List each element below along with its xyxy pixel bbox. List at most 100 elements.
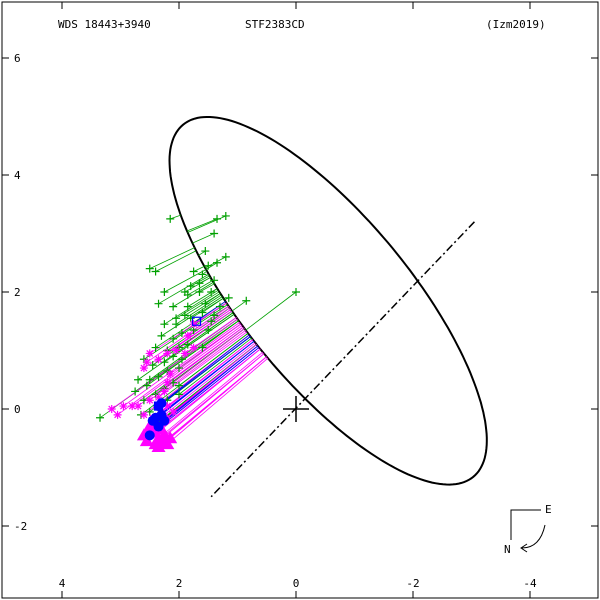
residual-line: [193, 265, 205, 272]
micrometer-point: [215, 302, 224, 311]
micrometer-point: [160, 288, 169, 296]
residual-line: [123, 321, 241, 407]
residual-line: [198, 250, 206, 256]
micrometer-point: [131, 387, 140, 396]
residual-line: [199, 277, 211, 284]
speckle-point: [113, 410, 122, 419]
speckle-point: [160, 387, 169, 396]
micrometer-point: [134, 375, 143, 384]
speckle-point: [134, 402, 143, 411]
speckle-triangle-point: [142, 419, 157, 432]
speckle-point: [139, 410, 148, 419]
speckle-point: [154, 393, 163, 402]
micrometer-point: [177, 355, 186, 364]
residual-line: [158, 356, 267, 448]
speckle-point: [163, 402, 172, 411]
micrometer-point: [160, 358, 169, 367]
y-tick-label: 0: [14, 403, 21, 416]
micrometer-point: [183, 302, 192, 311]
micrometer-point: [160, 320, 169, 329]
micrometer-point: [224, 293, 233, 302]
observation-points: [96, 211, 300, 453]
residual-line: [170, 214, 181, 220]
micrometer-point: [145, 407, 154, 416]
speckle-point: [145, 396, 154, 405]
compass-east-label: E: [545, 503, 552, 516]
micrometer-point: [201, 299, 210, 308]
micrometer-point: [183, 340, 192, 349]
micrometer-point: [186, 314, 195, 323]
micrometer-point: [175, 390, 183, 399]
micrometer-point: [142, 381, 151, 390]
micrometer-point: [175, 381, 183, 390]
residual-line: [231, 300, 247, 312]
x-tick-label: 4: [59, 577, 66, 590]
micrometer-point: [189, 267, 198, 276]
micrometer-point: [204, 326, 213, 335]
header-discoverer: STF2383CD: [245, 18, 305, 31]
residual-line: [186, 218, 218, 232]
speckle-triangle-point: [160, 437, 175, 450]
residual-line: [245, 291, 297, 331]
residual-line: [175, 294, 222, 325]
residual-line: [164, 329, 246, 392]
header-reference: (Izm2019): [486, 18, 546, 31]
micrometer-point: [204, 261, 213, 270]
micrometer-point: [207, 317, 216, 326]
compass: E N: [504, 503, 552, 556]
micrometer-point: [169, 302, 178, 311]
residual-line: [175, 310, 233, 351]
orbit-ellipse: [168, 116, 488, 486]
x-tick-label: 2: [176, 577, 183, 590]
residual-line: [158, 351, 264, 439]
compass-north-label: N: [504, 543, 511, 556]
speckle-point: [154, 355, 163, 364]
residual-line: [196, 301, 226, 322]
speckle-point: [189, 320, 198, 329]
speckle-point: [163, 378, 172, 387]
residual-line: [164, 345, 259, 422]
residual-line: [152, 340, 255, 422]
speckle-point: [172, 346, 181, 355]
speckle-point: [180, 349, 189, 358]
micrometer-point: [201, 247, 210, 256]
micrometer-point: [210, 311, 219, 320]
micrometer-point: [157, 331, 166, 340]
speckle-point: [166, 369, 175, 378]
y-tick-label: 4: [14, 169, 21, 182]
micrometer-point: [195, 279, 204, 288]
residual-line: [149, 247, 195, 269]
residual-line: [187, 280, 213, 296]
micrometer-point: [292, 288, 300, 296]
residual-line: [131, 325, 243, 407]
micrometer-point: [172, 314, 181, 323]
residual-line: [161, 334, 250, 404]
interferometric-point: [159, 415, 170, 426]
micrometer-point: [177, 328, 186, 337]
residual-line: [155, 250, 197, 272]
residual-line: [161, 296, 223, 337]
orbit-layer: [168, 116, 488, 498]
residual-line: [199, 283, 215, 293]
residual-line: [164, 269, 207, 293]
micrometer-point: [154, 372, 163, 381]
residual-line: [137, 312, 234, 381]
interferometric-point: [147, 415, 158, 426]
speckle-point: [169, 407, 178, 416]
residual-line: [167, 357, 269, 445]
micrometer-point: [175, 364, 183, 373]
micrometer-point: [213, 214, 222, 223]
micrometer-point: [186, 282, 195, 291]
micrometer-point: [198, 343, 207, 352]
y-tick-label: 2: [14, 286, 21, 299]
residual-line: [155, 353, 265, 445]
residual-line: [158, 273, 209, 305]
micrometer-point: [151, 267, 160, 276]
compass-arc-icon: [521, 524, 546, 549]
residual-line: [111, 318, 238, 410]
x-tick-label: -4: [523, 577, 537, 590]
micrometer-point: [180, 311, 189, 320]
